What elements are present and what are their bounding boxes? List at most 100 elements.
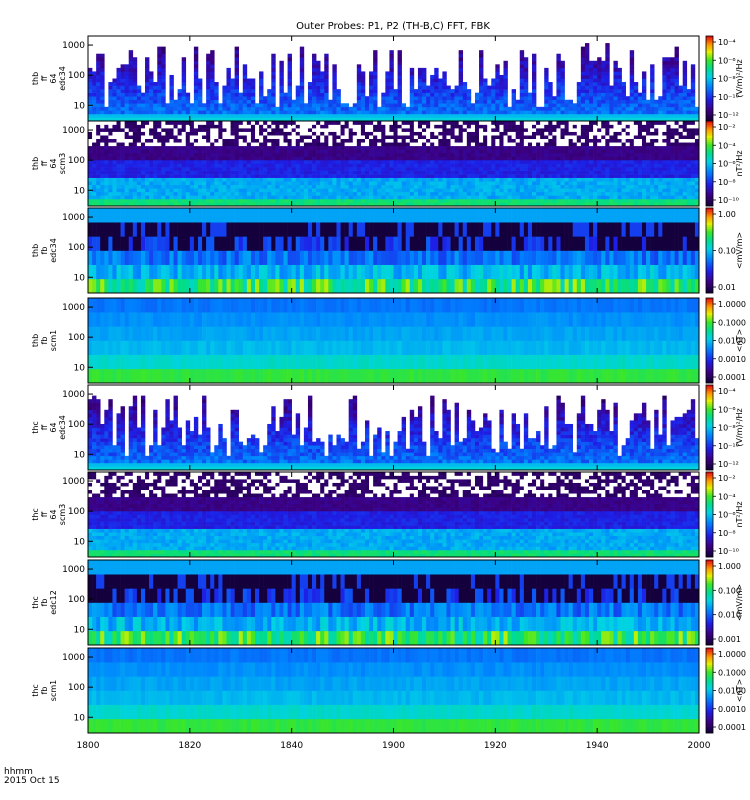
colorbar-tick-label: 0.1000 (718, 668, 746, 677)
colorbar-label: nT²/Hz (735, 501, 744, 527)
colorbar: 10⁻² 10⁻⁴ 10⁻⁶ 10⁻⁸ 10⁻¹⁰ nT²/Hz (705, 471, 744, 558)
panel-y-label: scm3 (58, 504, 67, 525)
colorbar-tick-label: 10⁻² (718, 123, 736, 132)
colorbar-tick-label: 1.0000 (718, 650, 746, 659)
spectrogram-panel-4: 10 100 1000 thb fb scm1 1.0000 0.1000 0.0100 0.00… (31, 297, 746, 384)
x-tick-label: 1900 (382, 741, 405, 751)
colorbar-tick-label: 0.001 (718, 635, 741, 644)
colorbar-tick-label: 10⁻⁸ (718, 529, 736, 538)
colorbar: 10⁻⁴ 10⁻⁶ 10⁻⁸ 10⁻¹⁰ 10⁻¹² (V/m)²/Hz (705, 384, 744, 471)
panel-y-label: scm1 (49, 330, 58, 351)
heatmap-cells (88, 648, 700, 734)
panel-y-label: thb (31, 157, 40, 170)
colorbar-tick-label: 10⁻¹⁰ (718, 93, 739, 102)
panel-y-label: scm1 (49, 680, 58, 701)
colorbar: 1.0000 0.1000 0.0100 0.0010 0.0001 <nT> (705, 647, 746, 734)
spectrogram-panel-3: 10 100 1000 thb fb edc34 1.00 0.10 0.01 <mV/m> (31, 207, 744, 294)
colorbar-tick-label: 0.0010 (718, 355, 746, 364)
colorbar-label: (V/m)²/Hz (735, 59, 744, 97)
panel-y-label: edc34 (58, 415, 67, 440)
panel-y-label: thb (31, 244, 40, 257)
y-tick-label: 10 (74, 625, 86, 635)
colorbar-tick-label: 10⁻¹² (718, 460, 739, 469)
colorbar-tick-label: 10⁻⁶ (718, 160, 736, 169)
x-tick-label: 1920 (484, 741, 507, 751)
colorbar: 1.000 0.100 0.010 0.001 <mV/m> (705, 559, 744, 646)
y-tick-label: 100 (68, 420, 85, 430)
panel-y-label: thc (31, 508, 40, 521)
colorbar-tick-label: 10⁻⁸ (718, 75, 736, 84)
panel-y-label: 64 (49, 422, 58, 432)
colorbar-tick-label: 10⁻⁶ (718, 405, 736, 414)
colorbar-label: <nT> (735, 329, 744, 352)
panel-y-label: edc34 (49, 238, 58, 263)
y-tick-label: 100 (68, 71, 85, 81)
colorbar-tick-label: 10⁻¹⁰ (718, 442, 739, 451)
colorbar-tick-label: 0.010 (718, 611, 741, 620)
colorbar-label: <nT> (735, 679, 744, 702)
colorbar-tick-label: 0.01 (718, 283, 736, 292)
y-tick-label: 100 (68, 683, 85, 693)
y-tick-label: 10 (74, 450, 86, 460)
colorbar-tick-label: 10⁻¹⁰ (718, 547, 739, 556)
y-tick-label: 1000 (62, 126, 85, 136)
spectrogram-panel-7: 10 100 1000 thc fb edc12 1.000 0.100 0.010 0.001 <… (31, 559, 744, 646)
colorbar-tick-label: 10⁻⁴ (718, 141, 736, 150)
y-tick-label: 1000 (62, 565, 85, 575)
colorbar-tick-label: 0.0001 (718, 373, 746, 382)
colorbar-label: nT²/Hz (735, 150, 744, 176)
chart-title: Outer Probes: P1, P2 (TH-B,C) FFT, FBK (296, 21, 490, 32)
y-tick-label: 100 (68, 595, 85, 605)
colorbar-label: <mV/m> (735, 232, 744, 269)
y-tick-label: 100 (68, 507, 85, 517)
heatmap-cells (88, 560, 700, 646)
panel-y-label: ff (40, 160, 49, 166)
colorbar-tick-label: 0.100 (718, 586, 741, 595)
panel-y-label: thb (31, 72, 40, 85)
colorbar-tick-label: 0.0100 (718, 687, 746, 696)
y-tick-label: 1000 (62, 303, 85, 313)
panel-y-label: 64 (49, 73, 58, 83)
colorbar-tick-label: 0.0100 (718, 337, 746, 346)
panel-y-label: thc (31, 684, 40, 697)
panel-y-label: fb (40, 337, 49, 345)
heatmap-cells (88, 208, 700, 294)
spectrogram-panel-6: 10 100 1000 thc ff 64 scm3 10⁻² 10⁻⁴ 10⁻⁶ 10⁻⁸ 10⁻¹… (31, 471, 744, 558)
time-axis-label: hhmm (4, 767, 33, 777)
panel-y-label: ff (40, 511, 49, 517)
colorbar: 10⁻⁴ 10⁻⁶ 10⁻⁸ 10⁻¹⁰ 10⁻¹² (V/m)²/Hz (705, 35, 744, 122)
y-tick-label: 10 (74, 186, 86, 196)
x-tick-label: 1840 (280, 741, 303, 751)
x-tick-label: 1940 (586, 741, 609, 751)
panel-y-label: scm3 (58, 153, 67, 174)
colorbar-tick-label: 10⁻⁴ (718, 38, 736, 47)
panel-y-label: fb (40, 247, 49, 255)
y-tick-label: 10 (74, 363, 86, 373)
panel-y-label: thb (31, 334, 40, 347)
date-label: 2015 Oct 15 (4, 776, 60, 786)
colorbar-tick-label: 10⁻⁸ (718, 178, 736, 187)
heatmap-cells (88, 472, 700, 558)
colorbar-tick-label: 10⁻⁶ (718, 511, 736, 520)
y-tick-label: 100 (68, 333, 85, 343)
y-tick-label: 1000 (62, 41, 85, 51)
spectrogram-panel-8: 10 100 1000 thc fb scm1 1.0000 0.1000 0.0100 0.00… (31, 647, 746, 734)
colorbar-tick-label: 1.0000 (718, 300, 746, 309)
colorbar: 1.0000 0.1000 0.0100 0.0010 0.0001 <nT> (705, 297, 746, 384)
panel-y-label: fb (40, 599, 49, 607)
colorbar-tick-label: 1.000 (718, 562, 741, 571)
panel-y-label: 64 (49, 509, 58, 519)
y-tick-label: 100 (68, 156, 85, 166)
colorbar-tick-label: 10⁻⁸ (718, 424, 736, 433)
colorbar-tick-label: 10⁻⁴ (718, 387, 736, 396)
heatmap-cells (88, 395, 700, 471)
x-tick-label: 1800 (77, 741, 100, 751)
heatmap-cells (88, 298, 700, 384)
y-tick-label: 1000 (62, 213, 85, 223)
y-tick-label: 100 (68, 243, 85, 253)
panel-y-label: thc (31, 596, 40, 609)
y-tick-label: 10 (74, 273, 86, 283)
colorbar-label: <mV/m> (735, 584, 744, 621)
x-tick-label: 1820 (178, 741, 201, 751)
